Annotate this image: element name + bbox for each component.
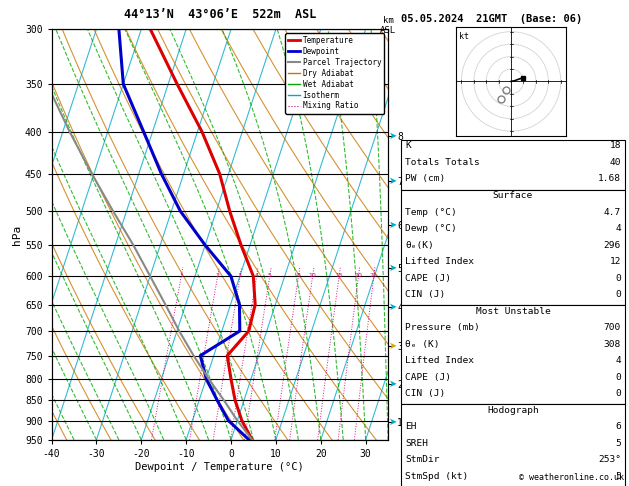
Text: 20: 20 bbox=[354, 273, 362, 278]
Text: 2: 2 bbox=[215, 273, 220, 278]
Text: K: K bbox=[405, 141, 411, 151]
Text: Temp (°C): Temp (°C) bbox=[405, 208, 457, 217]
Y-axis label: hPa: hPa bbox=[12, 225, 22, 244]
Text: km: km bbox=[382, 16, 394, 25]
Text: ➤: ➤ bbox=[389, 220, 398, 230]
Text: 8: 8 bbox=[296, 273, 300, 278]
Text: Lifted Index: Lifted Index bbox=[405, 356, 474, 365]
Text: ➤: ➤ bbox=[389, 417, 398, 427]
Text: 1: 1 bbox=[179, 273, 183, 278]
Text: Most Unstable: Most Unstable bbox=[476, 307, 550, 316]
Text: 4: 4 bbox=[615, 224, 621, 233]
Text: SREH: SREH bbox=[405, 439, 428, 448]
Text: 253°: 253° bbox=[598, 455, 621, 465]
Text: LCL: LCL bbox=[415, 443, 430, 452]
Text: 05.05.2024  21GMT  (Base: 06): 05.05.2024 21GMT (Base: 06) bbox=[401, 14, 582, 24]
Text: 4: 4 bbox=[615, 356, 621, 365]
Text: 5: 5 bbox=[267, 273, 272, 278]
Text: CIN (J): CIN (J) bbox=[405, 290, 445, 299]
Text: Lifted Index: Lifted Index bbox=[405, 257, 474, 266]
Text: Pressure (mb): Pressure (mb) bbox=[405, 323, 480, 332]
Legend: Temperature, Dewpoint, Parcel Trajectory, Dry Adiabat, Wet Adiabat, Isotherm, Mi: Temperature, Dewpoint, Parcel Trajectory… bbox=[285, 33, 384, 114]
Text: © weatheronline.co.uk: © weatheronline.co.uk bbox=[519, 473, 624, 482]
Text: 44°13’N  43°06’E  522m  ASL: 44°13’N 43°06’E 522m ASL bbox=[124, 8, 316, 21]
Text: ➤: ➤ bbox=[389, 131, 398, 141]
Text: 25: 25 bbox=[370, 273, 377, 278]
Text: ➤: ➤ bbox=[389, 263, 398, 273]
Text: ASL: ASL bbox=[380, 26, 396, 35]
Text: 0: 0 bbox=[615, 389, 621, 399]
Text: 0: 0 bbox=[615, 373, 621, 382]
Text: 12: 12 bbox=[610, 257, 621, 266]
Text: θₑ (K): θₑ (K) bbox=[405, 340, 440, 349]
Text: 5: 5 bbox=[615, 439, 621, 448]
Text: 296: 296 bbox=[604, 241, 621, 250]
Text: 1.68: 1.68 bbox=[598, 174, 621, 184]
Text: 40: 40 bbox=[610, 158, 621, 167]
Text: 15: 15 bbox=[335, 273, 343, 278]
Text: 3: 3 bbox=[238, 273, 242, 278]
Text: 308: 308 bbox=[604, 340, 621, 349]
Text: StmSpd (kt): StmSpd (kt) bbox=[405, 472, 469, 481]
Text: CIN (J): CIN (J) bbox=[405, 389, 445, 399]
Text: ➤: ➤ bbox=[389, 341, 398, 351]
Text: ➤: ➤ bbox=[389, 176, 398, 187]
Text: Mixing Ratio (g/kg): Mixing Ratio (g/kg) bbox=[427, 187, 437, 282]
Text: 0: 0 bbox=[615, 274, 621, 283]
Text: ➤: ➤ bbox=[389, 379, 398, 389]
Text: kt: kt bbox=[459, 32, 469, 41]
Text: 5: 5 bbox=[615, 472, 621, 481]
Text: StmDir: StmDir bbox=[405, 455, 440, 465]
Text: CAPE (J): CAPE (J) bbox=[405, 274, 451, 283]
Text: Dewp (°C): Dewp (°C) bbox=[405, 224, 457, 233]
Text: 10: 10 bbox=[308, 273, 316, 278]
Text: CAPE (J): CAPE (J) bbox=[405, 373, 451, 382]
Text: θₑ(K): θₑ(K) bbox=[405, 241, 434, 250]
Text: 6: 6 bbox=[615, 422, 621, 432]
Text: 0: 0 bbox=[615, 290, 621, 299]
Text: 18: 18 bbox=[610, 141, 621, 151]
Text: 700: 700 bbox=[604, 323, 621, 332]
Text: ➤: ➤ bbox=[389, 302, 398, 312]
Text: EH: EH bbox=[405, 422, 416, 432]
Text: 4: 4 bbox=[254, 273, 259, 278]
Text: 4.7: 4.7 bbox=[604, 208, 621, 217]
Text: PW (cm): PW (cm) bbox=[405, 174, 445, 184]
Text: Totals Totals: Totals Totals bbox=[405, 158, 480, 167]
Text: Hodograph: Hodograph bbox=[487, 406, 539, 415]
X-axis label: Dewpoint / Temperature (°C): Dewpoint / Temperature (°C) bbox=[135, 462, 304, 471]
Text: Surface: Surface bbox=[493, 191, 533, 200]
